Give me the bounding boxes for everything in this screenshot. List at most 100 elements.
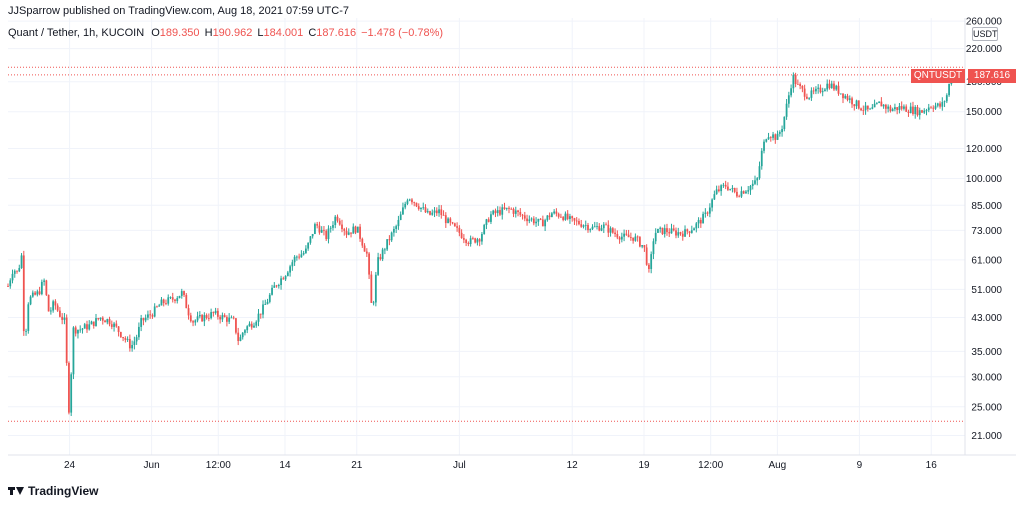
candle-body <box>162 299 165 304</box>
candle-body <box>862 110 865 111</box>
candle-body <box>541 219 544 227</box>
price-tick-label: 85.000 <box>971 201 1002 212</box>
time-tick-label: 12:00 <box>698 460 723 471</box>
time-tick-label: 12:00 <box>206 460 231 471</box>
candle-body <box>544 220 547 227</box>
candle-body <box>442 215 445 216</box>
candle-body <box>345 230 348 235</box>
candle-body <box>864 105 867 111</box>
candle-body <box>433 210 436 213</box>
candle-body <box>659 227 662 229</box>
tradingview-logo-icon <box>8 486 24 496</box>
candle-body <box>27 304 30 331</box>
candle-body <box>819 87 822 93</box>
candle-body <box>449 218 452 223</box>
candle-body <box>578 221 580 225</box>
candle-body <box>174 299 176 301</box>
candle-body <box>293 256 296 263</box>
candle-body <box>467 242 470 245</box>
candle-body <box>388 239 391 241</box>
candle-body <box>485 219 488 225</box>
last-price-tag: 187.616 <box>968 69 1016 83</box>
candle-body <box>266 301 269 305</box>
candle-body <box>415 202 418 207</box>
candle-body <box>471 238 474 240</box>
candle-body <box>223 315 226 318</box>
candle-body <box>717 189 720 192</box>
candle-body <box>796 84 799 85</box>
candle-body <box>356 226 359 233</box>
candle-body <box>844 95 847 99</box>
candle-body <box>314 224 316 234</box>
time-axis[interactable]: 24 Jun 12:00 14 21 Jul 12 19 12:00 Aug 9 16 <box>64 460 937 471</box>
candle-body <box>90 321 93 325</box>
currency-unit-button[interactable]: USDT <box>972 27 998 41</box>
candle-body <box>232 317 235 319</box>
candle-body <box>149 314 152 316</box>
price-tick-label: 21.000 <box>971 431 1002 442</box>
candle-body <box>381 249 384 260</box>
candle-body <box>458 227 461 233</box>
candle-body <box>264 304 267 305</box>
candle-body <box>508 207 510 209</box>
candle-body <box>643 245 646 248</box>
candle-body <box>751 183 754 186</box>
candle-body <box>785 103 788 117</box>
candle-body <box>83 324 86 329</box>
symbol-legend: Quant / Tether, 1h, KUCOIN O189.350 H190… <box>8 27 443 39</box>
candle-body <box>756 178 759 181</box>
candle-body <box>880 101 883 107</box>
candle-body <box>386 239 389 250</box>
candle-body <box>616 234 619 238</box>
candle-body <box>884 104 887 109</box>
open-value: 189.350 <box>159 27 200 39</box>
candle-body <box>74 327 77 334</box>
candle-body <box>636 236 639 238</box>
candle-body <box>332 225 334 228</box>
candle-body <box>713 194 716 200</box>
candle-body <box>246 326 249 331</box>
footer-brand[interactable]: TradingView <box>8 484 98 498</box>
symbol-price-tag: QNTUSDT <box>911 69 965 83</box>
candle-body <box>932 107 935 109</box>
candle-body <box>553 211 556 214</box>
candle-body <box>363 245 366 252</box>
candle-body <box>587 224 589 231</box>
candle-body <box>370 274 373 303</box>
candle-body <box>666 228 668 233</box>
symbol-title[interactable]: Quant / Tether, 1h, KUCOIN <box>8 27 145 39</box>
change-value: −1.478 (−0.78%) <box>361 27 444 39</box>
candle-body <box>645 247 648 265</box>
candle-body <box>465 239 468 243</box>
candle-body <box>611 228 614 233</box>
candle-body <box>566 213 569 219</box>
candle-body <box>390 232 393 241</box>
candle-body <box>31 292 34 297</box>
candle-body <box>438 209 440 214</box>
candle-body <box>787 95 790 104</box>
candle-body <box>113 323 115 327</box>
candle-body <box>453 223 456 227</box>
candle-body <box>945 95 948 102</box>
candle-body <box>476 239 479 243</box>
candle-body <box>302 252 305 255</box>
candle-body <box>853 104 856 107</box>
candle-body <box>494 210 497 214</box>
candle-body <box>532 218 535 224</box>
candle-body <box>810 90 813 98</box>
candle-body <box>760 150 763 167</box>
high-label: H <box>204 27 213 39</box>
candle-body <box>99 317 102 320</box>
candle-body <box>325 230 328 240</box>
candle-body <box>393 228 395 233</box>
candle-body <box>474 238 477 243</box>
candle-body <box>821 91 824 93</box>
candle-body <box>697 219 700 224</box>
candle-body <box>248 323 251 327</box>
candle-body <box>668 232 671 234</box>
candle-body <box>435 210 438 214</box>
candle-body <box>738 196 741 198</box>
candle-body <box>404 203 407 208</box>
candle-body <box>747 190 750 192</box>
